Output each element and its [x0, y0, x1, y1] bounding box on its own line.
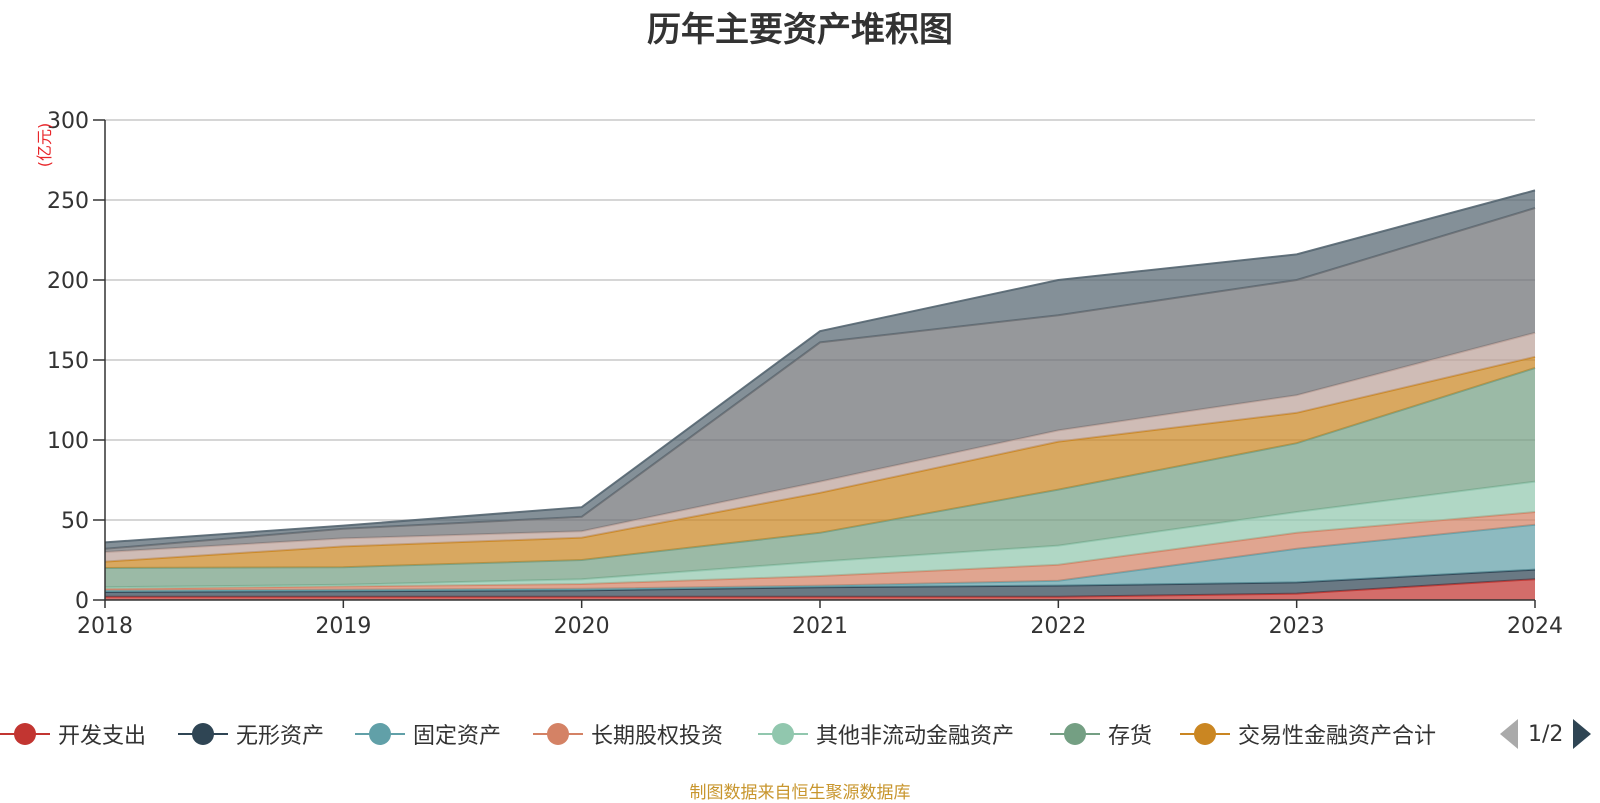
x-tick-label: 2019: [315, 614, 371, 639]
legend-item[interactable]: 固定资产: [355, 716, 501, 752]
area-series-9: [105, 190, 1535, 549]
legend-item[interactable]: 交易性金融资产合计: [1180, 716, 1436, 752]
legend-item[interactable]: 其他非流动金融资产: [758, 716, 1014, 752]
legend-marker-icon: [1050, 716, 1100, 752]
legend-label: 开发支出: [58, 724, 147, 749]
area-series-0: [105, 579, 1535, 600]
legend-next-page-icon[interactable]: [1573, 719, 1592, 749]
y-tick-label: 100: [47, 429, 89, 454]
legend-label: 存货: [1108, 724, 1153, 749]
x-tick-label: 2018: [77, 614, 133, 639]
area-series-1: [105, 569, 1535, 597]
chart-title: 历年主要资产堆积图: [647, 10, 953, 50]
area-series-5: [105, 368, 1535, 588]
area-series-6: [105, 356, 1535, 568]
y-tick-label: 0: [75, 589, 89, 614]
legend-marker-icon: [1180, 716, 1230, 752]
x-tick-label: 2021: [792, 614, 848, 639]
y-tick-label: 150: [47, 349, 89, 374]
legend-marker-icon: [178, 716, 228, 752]
legend-prev-page-icon[interactable]: [1500, 719, 1518, 749]
y-tick-label: 200: [47, 269, 89, 294]
area-series-2: [105, 524, 1535, 592]
legend-page-indicator: 1/2: [1528, 721, 1564, 747]
legend-label: 无形资产: [236, 724, 325, 749]
area-series-3: [105, 512, 1535, 591]
stacked-areas: [104, 189, 1536, 600]
y-axis-unit-label: (亿元): [35, 123, 54, 168]
x-tick-label: 2020: [554, 614, 610, 639]
legend-label: 固定资产: [413, 724, 502, 749]
legend-marker-icon: [533, 716, 583, 752]
x-tick-label: 2024: [1507, 614, 1563, 639]
axes: 0 50 100 150 200 250 300 2018 2019 2020 2021 2022 20…: [47, 109, 1563, 639]
series-line-9: [104, 189, 1536, 544]
legend-item[interactable]: 开发支出: [0, 716, 146, 752]
y-tick-label: 50: [61, 509, 89, 534]
legend-label: 交易性金融资产合计: [1238, 724, 1437, 749]
legend-item[interactable]: 存货: [1050, 716, 1152, 752]
x-tick-label: 2023: [1269, 614, 1325, 639]
legend-pager: 1/2: [1500, 716, 1592, 752]
legend: 开发支出 无形资产 固定资产 长期股权投资 其他非流动金融资产 存货 交易性金融资产合计: [0, 716, 1600, 752]
area-series-4: [105, 481, 1535, 589]
legend-marker-icon: [758, 716, 808, 752]
legend-label: 其他非流动金融资产: [816, 724, 1015, 749]
x-tick-label: 2022: [1030, 614, 1086, 639]
legend-marker-icon: [0, 716, 50, 752]
area-series-8: [105, 208, 1535, 552]
legend-item[interactable]: 长期股权投资: [533, 716, 723, 752]
legend-label: 长期股权投资: [591, 724, 724, 749]
y-tick-label: 250: [47, 189, 89, 214]
legend-marker-icon: [355, 716, 405, 752]
legend-item[interactable]: 无形资产: [178, 716, 324, 752]
y-tick-label: 300: [47, 109, 89, 134]
data-source-note: 制图数据来自恒生聚源数据库: [689, 783, 911, 803]
